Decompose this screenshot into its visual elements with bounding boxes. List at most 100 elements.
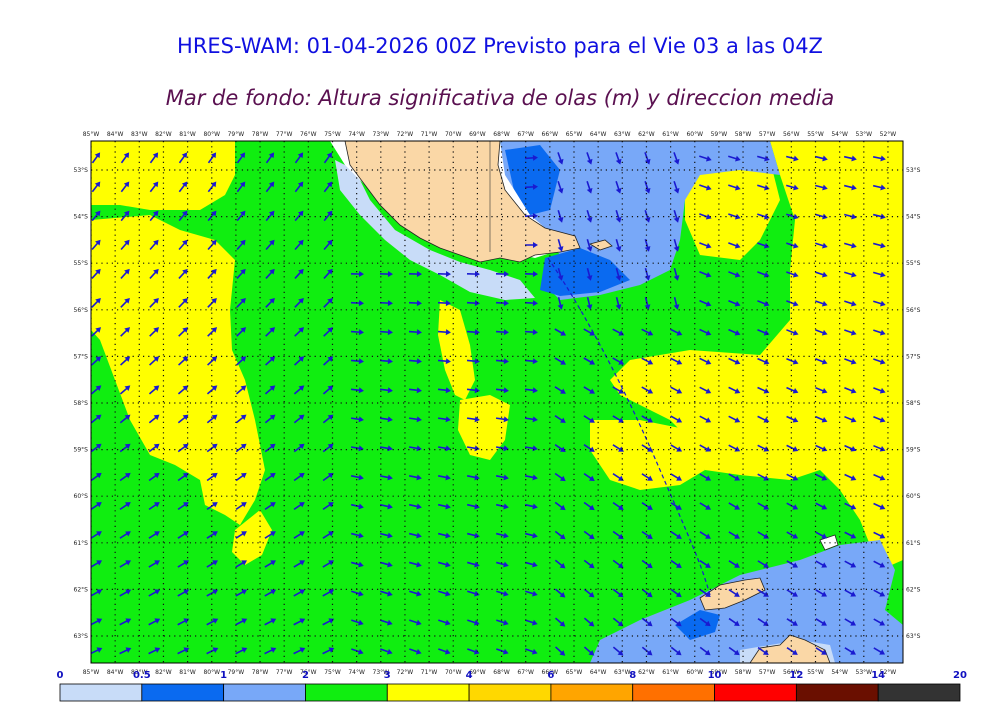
direction-arrow bbox=[149, 327, 160, 337]
sea-3-4m-central bbox=[438, 300, 475, 400]
longitude-tick-label: 82°W bbox=[155, 669, 172, 676]
direction-arrow bbox=[670, 415, 683, 423]
direction-arrow bbox=[206, 531, 218, 539]
direction-arrow bbox=[120, 356, 131, 366]
longitude-tick-label: 68°W bbox=[493, 669, 510, 676]
direction-arrow bbox=[322, 647, 335, 655]
direction-arrow bbox=[785, 155, 799, 162]
direction-arrow bbox=[699, 242, 712, 249]
direction-arrow bbox=[757, 357, 770, 365]
direction-arrow bbox=[583, 444, 595, 452]
direction-arrow bbox=[178, 152, 188, 164]
direction-arrow bbox=[177, 385, 189, 395]
direction-arrow bbox=[236, 356, 247, 366]
direction-arrow bbox=[293, 531, 305, 539]
sea-3-4m-northwest bbox=[91, 141, 235, 210]
direction-arrow bbox=[408, 416, 422, 423]
direction-arrow bbox=[178, 268, 188, 279]
direction-arrow bbox=[554, 328, 567, 336]
direction-arrow bbox=[670, 502, 682, 510]
latitude-tick-label: 57°S bbox=[906, 353, 921, 360]
direction-arrow bbox=[670, 328, 683, 336]
direction-arrow bbox=[525, 619, 538, 626]
direction-arrow bbox=[699, 444, 712, 452]
map-frame bbox=[90, 140, 904, 664]
direction-arrow bbox=[557, 210, 564, 223]
colorbar-swatch bbox=[632, 683, 715, 702]
direction-arrow bbox=[554, 501, 566, 511]
direction-arrow bbox=[235, 618, 248, 626]
direction-arrow bbox=[91, 589, 103, 597]
direction-arrow bbox=[466, 271, 480, 278]
direction-arrow bbox=[524, 212, 538, 219]
latitude-tick-label: 57°S bbox=[74, 353, 89, 360]
longitude-ticks-bottom: 85°W 84°W 83°W 82°W 81°W 80°W 79°W 78°W 77°W 76°W… bbox=[83, 669, 897, 676]
colorbar-swatch bbox=[305, 683, 388, 702]
colorbar-label: 14 bbox=[871, 670, 885, 681]
direction-arrow bbox=[612, 530, 624, 540]
latitude-tick-label: 58°S bbox=[74, 400, 89, 407]
direction-arrow bbox=[873, 531, 886, 539]
direction-arrow bbox=[323, 297, 333, 308]
direction-arrow bbox=[351, 561, 364, 568]
direction-arrow bbox=[379, 358, 393, 365]
direction-arrow bbox=[236, 297, 246, 308]
longitude-tick-label: 59°W bbox=[711, 131, 728, 138]
direction-arrow bbox=[728, 415, 741, 423]
colorbar-label: 20 bbox=[953, 670, 967, 681]
direction-arrow bbox=[644, 181, 651, 194]
direction-arrow bbox=[236, 152, 246, 164]
direction-arrow bbox=[844, 618, 857, 626]
direction-arrow bbox=[843, 213, 857, 220]
latitude-tick-label: 60°S bbox=[74, 493, 89, 500]
direction-arrow bbox=[207, 268, 217, 279]
direction-arrow bbox=[583, 386, 595, 394]
direction-arrow bbox=[612, 444, 624, 452]
direction-arrow bbox=[844, 387, 857, 394]
colorbar-swatch bbox=[386, 683, 470, 702]
direction-arrow bbox=[323, 268, 333, 279]
direction-arrow bbox=[524, 241, 538, 248]
direction-arrow bbox=[670, 386, 683, 394]
longitude-tick-label: 64°W bbox=[590, 669, 607, 676]
direction-arrow bbox=[437, 503, 451, 510]
direction-arrow bbox=[236, 268, 246, 279]
direction-arrow bbox=[728, 155, 741, 162]
direction-arrow bbox=[408, 329, 422, 336]
direction-arrow bbox=[148, 414, 160, 424]
direction-arrow bbox=[873, 300, 886, 307]
direction-arrow bbox=[293, 414, 305, 424]
direction-arrow bbox=[728, 299, 741, 307]
direction-arrow bbox=[438, 561, 451, 568]
direction-arrow bbox=[557, 296, 564, 310]
direction-arrow bbox=[757, 386, 770, 394]
direction-arrow bbox=[496, 619, 509, 626]
direction-arrow bbox=[437, 416, 451, 423]
direction-arrow bbox=[786, 531, 799, 539]
direction-arrow bbox=[699, 502, 711, 510]
direction-arrow bbox=[641, 473, 653, 481]
direction-arrow bbox=[206, 618, 219, 626]
direction-arrow bbox=[264, 385, 276, 395]
longitude-tick-label: 83°W bbox=[131, 669, 148, 676]
direction-arrow bbox=[554, 386, 566, 394]
direction-arrow bbox=[265, 268, 275, 279]
direction-arrow bbox=[437, 474, 451, 481]
direction-arrow bbox=[757, 213, 770, 220]
direction-arrow bbox=[148, 472, 160, 482]
direction-arrow bbox=[699, 213, 712, 220]
direction-arrow bbox=[844, 242, 857, 249]
direction-arrow bbox=[728, 617, 740, 626]
longitude-tick-label: 80°W bbox=[203, 669, 220, 676]
direction-arrow bbox=[699, 588, 711, 597]
longitude-tick-label: 85°W bbox=[83, 669, 100, 676]
direction-arrow bbox=[495, 358, 509, 365]
direction-arrow bbox=[586, 267, 593, 281]
direction-arrow bbox=[437, 271, 451, 278]
direction-arrow bbox=[91, 647, 103, 655]
direction-arrow bbox=[524, 329, 538, 336]
direction-arrow bbox=[264, 647, 277, 655]
direction-arrow bbox=[670, 531, 682, 539]
longitude-tick-label: 71°W bbox=[421, 131, 438, 138]
direction-arrow bbox=[586, 152, 593, 165]
